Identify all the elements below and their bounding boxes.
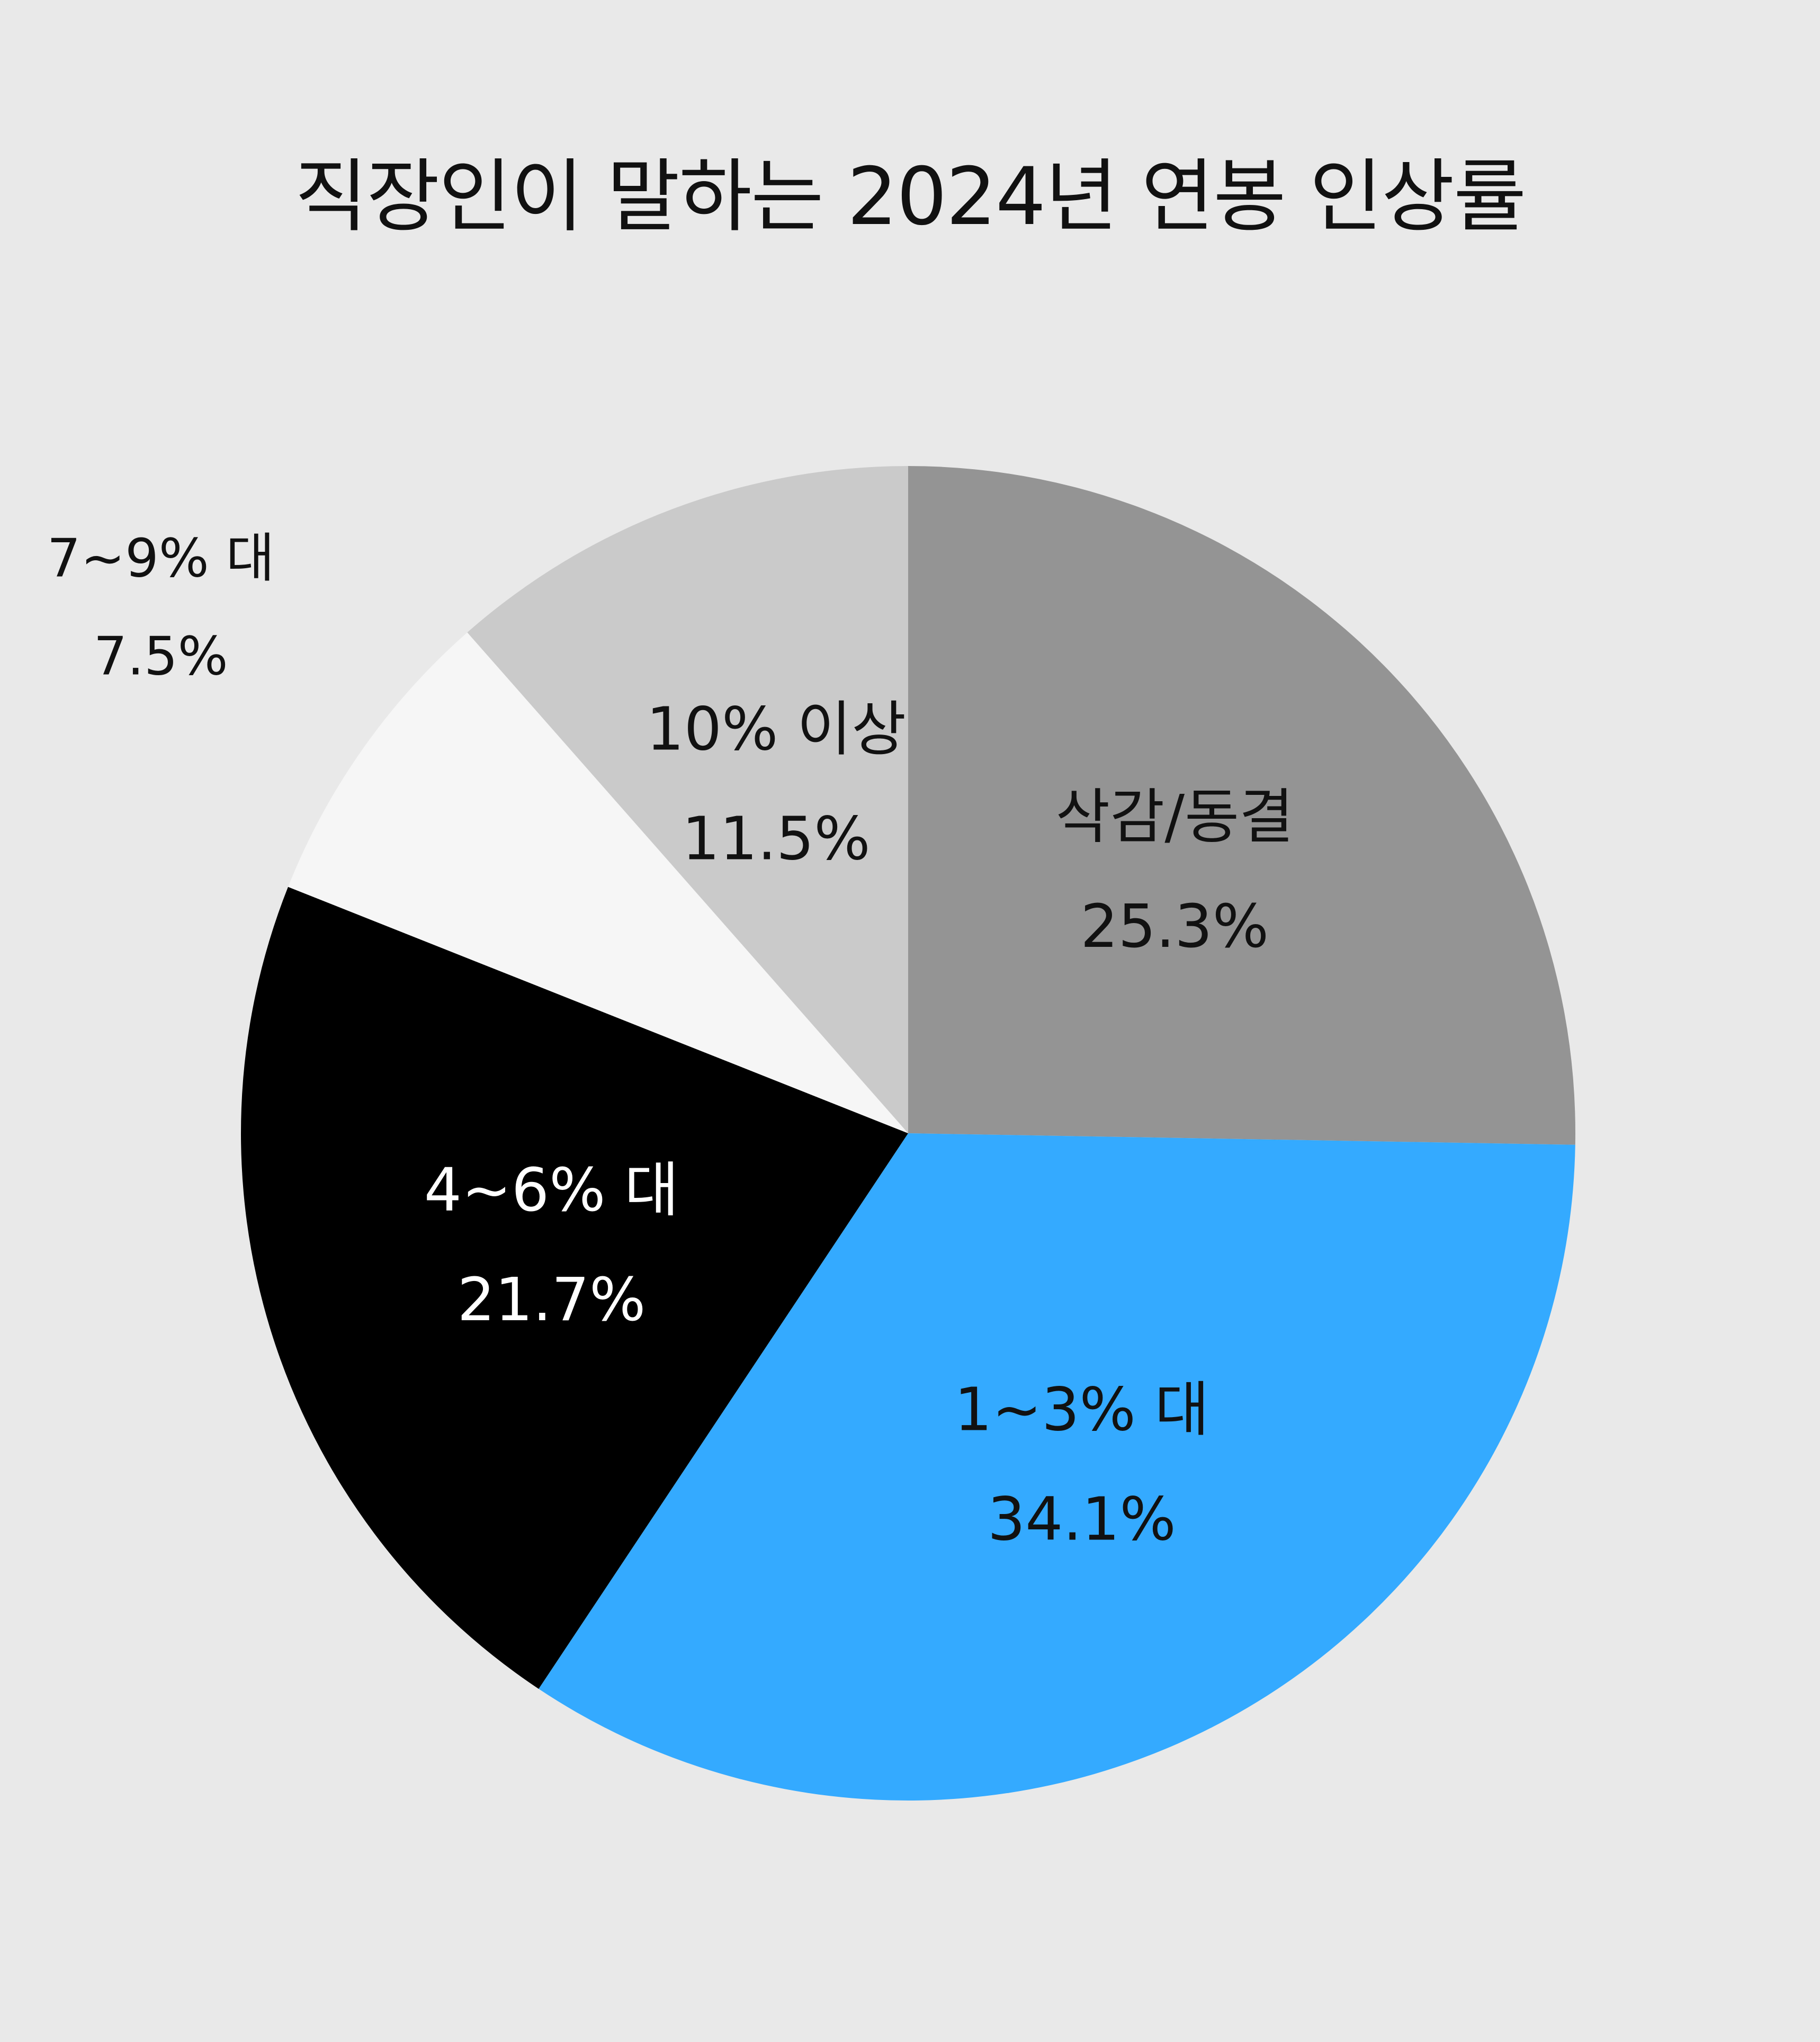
- pie-slice-0: [908, 466, 1575, 1145]
- slice-category-label-2: 4~6% 대: [424, 1156, 679, 1225]
- pie-slice-1: [539, 1133, 1575, 1801]
- pie-slice-4: [467, 466, 908, 1133]
- slice-value-label-4: 11.5%: [682, 805, 871, 874]
- pie-slices: [240, 466, 1575, 1801]
- chart-title: 직장인이 말하는 2024년 연봉 인상률: [294, 151, 1526, 243]
- slice-value-label-2: 21.7%: [458, 1266, 646, 1335]
- slice-value-label-1: 34.1%: [988, 1485, 1176, 1554]
- slice-category-label-4: 10% 이상: [647, 695, 907, 764]
- slice-category-label-3: 7~9% 대: [47, 527, 275, 589]
- slice-category-label-0: 삭감/동결: [1055, 783, 1294, 852]
- slice-value-label-0: 25.3%: [1080, 892, 1269, 961]
- slice-category-label-1: 1~3% 대: [954, 1375, 1209, 1444]
- pie-slice-3: [288, 632, 908, 1133]
- pie-slice-2: [240, 886, 909, 1689]
- slice-value-label-3: 7.5%: [94, 625, 228, 687]
- pie-labels: 삭감/동결 25.3% 1~3% 대 34.1% 4~6% 대 21.7% 7~9% 대 7.…: [47, 527, 1294, 1554]
